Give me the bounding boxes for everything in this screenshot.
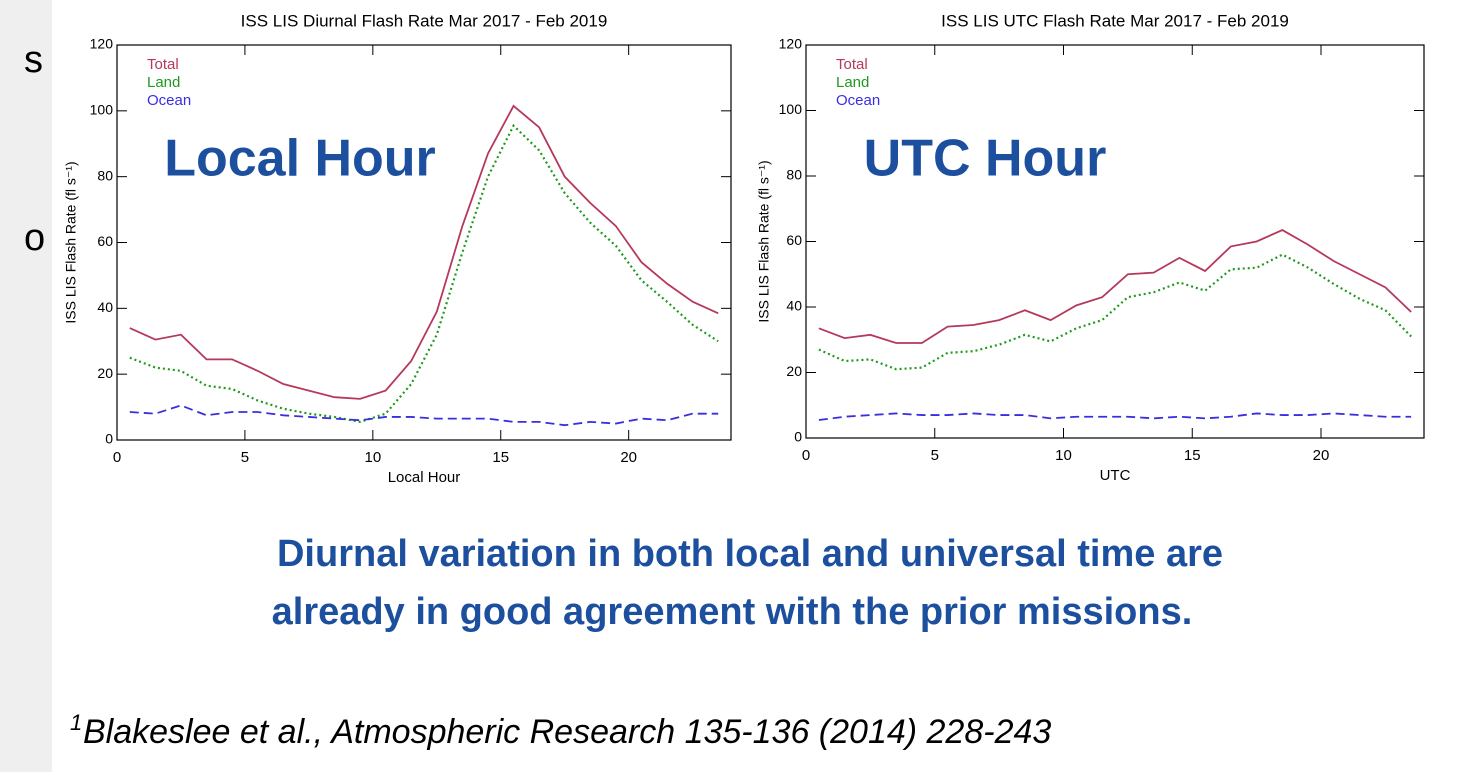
x-tick-label: 20 [1313, 447, 1330, 464]
fragment: s [24, 39, 43, 81]
y-tick-label: 80 [786, 167, 802, 183]
annotation: Local Hour [164, 130, 436, 188]
y-tick-label: 40 [786, 298, 802, 314]
series-line [129, 123, 719, 424]
y-tick-label: 120 [779, 36, 803, 52]
x-tick-label: 5 [931, 447, 939, 464]
legend-entry: Land [147, 74, 180, 91]
chart-title: ISS LIS Diurnal Flash Rate Mar 2017 - Fe… [241, 11, 608, 30]
series-line [818, 229, 1412, 344]
x-axis-label: UTC [1100, 467, 1131, 484]
series-line [129, 104, 719, 400]
y-tick-label: 100 [779, 101, 803, 117]
series-line [818, 412, 1412, 421]
caption: Diurnal variation in both local and univ… [277, 533, 1223, 575]
y-tick-label: 0 [794, 429, 802, 445]
y-tick-label: 40 [97, 299, 113, 315]
footnote: Blakeslee et al., Atmospheric Research 1… [83, 713, 1051, 751]
x-tick-label: 0 [113, 449, 121, 466]
legend-entry: Ocean [836, 92, 880, 109]
plot-frame [805, 44, 1425, 439]
caption: already in good agreement with the prior… [272, 591, 1193, 633]
y-tick-label: 80 [97, 167, 113, 183]
chart-title: ISS LIS UTC Flash Rate Mar 2017 - Feb 20… [941, 11, 1289, 30]
x-axis-label: Local Hour [388, 469, 461, 486]
x-tick-label: 0 [802, 447, 810, 464]
y-tick-label: 60 [97, 233, 113, 249]
y-tick-label: 120 [90, 36, 114, 52]
x-tick-label: 5 [241, 449, 249, 466]
footnote-marker: 1 [70, 710, 82, 735]
x-tick-label: 10 [1055, 447, 1072, 464]
y-tick-label: 20 [97, 365, 113, 381]
annotation: UTC Hour [864, 130, 1107, 188]
y-axis-label: ISS LIS Flash Rate (fl s⁻¹) [63, 161, 79, 323]
x-tick-label: 10 [364, 449, 381, 466]
series-line [818, 253, 1412, 371]
y-tick-label: 0 [105, 431, 113, 447]
y-axis-label: ISS LIS Flash Rate (fl s⁻¹) [756, 160, 772, 322]
legend-entry: Land [836, 74, 869, 91]
plot-frame [116, 44, 732, 441]
legend-entry: Total [836, 56, 868, 73]
side-panel [0, 0, 52, 772]
x-tick-label: 15 [492, 449, 509, 466]
x-tick-label: 15 [1184, 447, 1201, 464]
y-tick-label: 100 [90, 102, 114, 118]
y-tick-label: 20 [786, 363, 802, 379]
fragment: o [24, 217, 45, 259]
y-tick-label: 60 [786, 232, 802, 248]
legend-entry: Ocean [147, 92, 191, 109]
legend-entry: Total [147, 56, 179, 73]
x-tick-label: 20 [620, 449, 637, 466]
series-line [129, 404, 719, 427]
